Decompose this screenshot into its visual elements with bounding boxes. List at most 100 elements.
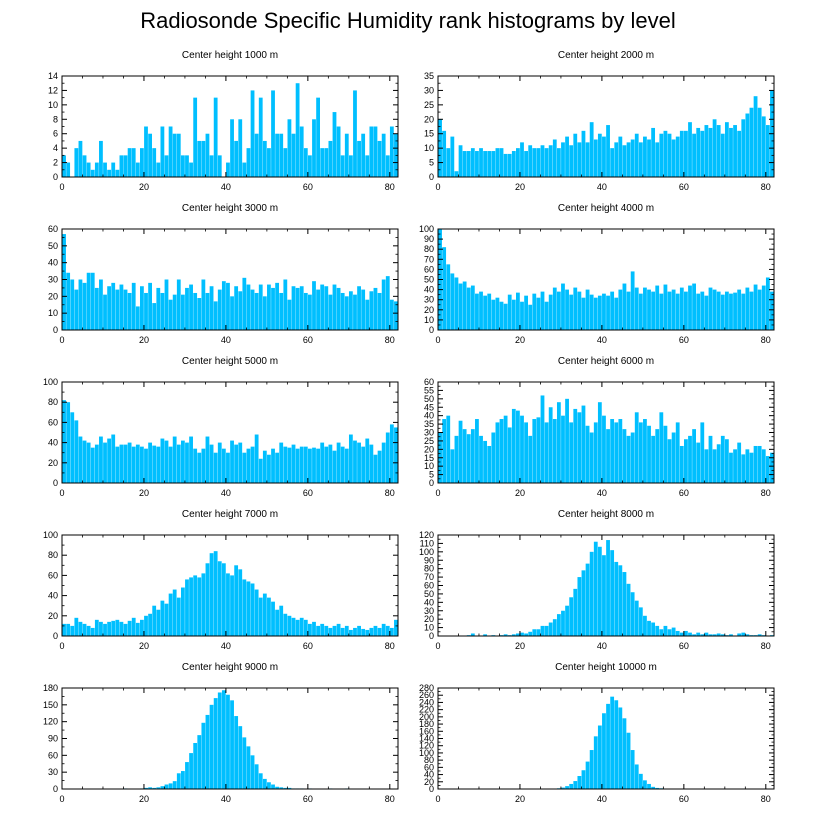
bar xyxy=(377,627,382,636)
bar xyxy=(638,293,643,330)
bar xyxy=(254,434,259,483)
bar xyxy=(209,444,214,483)
bar xyxy=(152,303,157,330)
bar xyxy=(503,415,508,483)
bar xyxy=(86,162,91,177)
bar xyxy=(585,761,590,789)
x-tick-label: 20 xyxy=(515,182,525,192)
bar xyxy=(320,623,325,636)
bar xyxy=(144,615,148,636)
bar xyxy=(528,435,533,483)
bar xyxy=(185,762,189,789)
bar xyxy=(556,614,561,636)
bar xyxy=(561,142,565,177)
x-tick-label: 60 xyxy=(303,488,313,498)
x-tick-label: 80 xyxy=(761,335,771,345)
bar xyxy=(78,436,83,483)
bar xyxy=(729,634,733,636)
bar xyxy=(279,292,284,330)
y-tick-label: 5 xyxy=(429,158,434,168)
bar xyxy=(462,429,467,483)
bar xyxy=(221,281,226,330)
bar xyxy=(712,449,717,483)
bar xyxy=(115,169,120,177)
bar xyxy=(499,301,504,330)
bar xyxy=(234,140,239,177)
bar xyxy=(569,597,574,636)
bar xyxy=(450,273,455,330)
bar xyxy=(548,294,553,330)
bar xyxy=(634,600,639,636)
bar xyxy=(275,133,280,177)
y-tick-label: 110 xyxy=(420,538,434,548)
bar xyxy=(160,438,165,483)
bar xyxy=(536,629,541,636)
bar xyxy=(528,631,533,636)
bar xyxy=(561,610,565,636)
bar xyxy=(189,577,193,636)
bar xyxy=(679,287,684,330)
bar xyxy=(536,417,541,483)
bar xyxy=(614,297,619,330)
x-tick-label: 40 xyxy=(597,794,607,804)
bar xyxy=(365,629,370,636)
bar xyxy=(610,550,615,636)
bar xyxy=(696,127,701,177)
x-tick-label: 0 xyxy=(59,488,64,498)
bar xyxy=(745,287,750,330)
histogram-panel-1: Center height 1000 m 0 20 40 60 80 0 2 4 6 8 10 12 14 xyxy=(48,50,399,192)
bar xyxy=(757,634,762,636)
bar xyxy=(520,142,524,177)
bar xyxy=(99,279,103,330)
bar xyxy=(275,282,280,330)
bar xyxy=(385,276,390,330)
bar xyxy=(540,145,545,177)
bar xyxy=(381,279,386,330)
bar xyxy=(254,292,259,330)
bar xyxy=(446,415,451,483)
bar xyxy=(267,597,271,636)
bar xyxy=(246,148,251,177)
bar xyxy=(585,142,590,177)
bar xyxy=(369,444,374,483)
bar xyxy=(532,293,537,330)
bar xyxy=(671,289,676,330)
bar xyxy=(164,440,169,483)
bar xyxy=(716,444,721,483)
bar xyxy=(156,609,161,636)
bar xyxy=(532,419,537,483)
bar xyxy=(684,439,688,483)
y-tick-label: 10 xyxy=(424,315,434,325)
bar xyxy=(160,600,165,636)
bar xyxy=(470,148,475,177)
bar xyxy=(655,142,660,177)
y-tick-label: 5 xyxy=(429,470,434,480)
bar xyxy=(524,633,528,636)
bar xyxy=(324,148,329,177)
bar xyxy=(332,284,337,330)
bar xyxy=(312,447,316,483)
bar xyxy=(74,617,79,636)
bar xyxy=(99,140,103,177)
bar xyxy=(332,450,337,483)
y-tick-label: 0 xyxy=(429,325,434,335)
bar xyxy=(651,435,656,483)
bar xyxy=(458,283,463,330)
bar xyxy=(144,448,148,483)
bar xyxy=(643,419,647,483)
y-tick-label: 20 xyxy=(48,291,58,301)
bar xyxy=(630,750,635,789)
bar xyxy=(373,287,378,330)
bar xyxy=(757,107,762,177)
y-tick-label: 35 xyxy=(424,71,434,81)
bar xyxy=(193,97,198,177)
bar xyxy=(385,155,390,177)
bar xyxy=(230,575,234,636)
bar xyxy=(369,627,374,636)
bar xyxy=(353,440,357,483)
bar xyxy=(528,145,533,177)
bar xyxy=(258,97,263,177)
y-tick-label: 40 xyxy=(424,285,434,295)
bar xyxy=(148,133,152,177)
bar xyxy=(168,446,173,483)
